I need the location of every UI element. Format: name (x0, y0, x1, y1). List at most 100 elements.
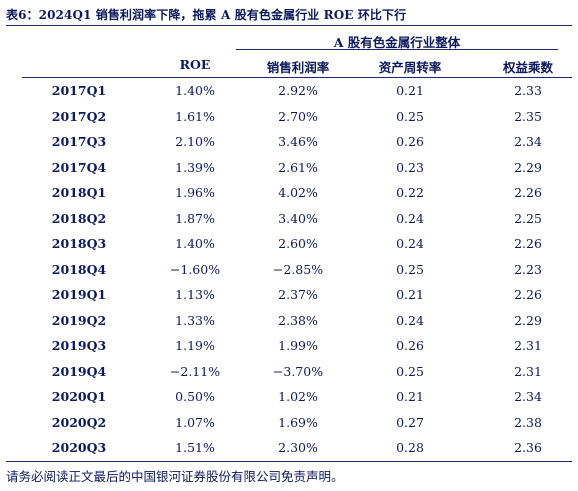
net-margin-cell: 3.46% (278, 134, 318, 149)
group-header-underline (236, 49, 558, 50)
period-cell: 2019Q1 (51, 287, 107, 302)
net-margin-cell: 1.99% (278, 338, 318, 353)
period-cell: 2020Q1 (51, 389, 107, 404)
roe-cell: 1.19% (175, 338, 215, 353)
period-cell: 2017Q1 (51, 83, 107, 98)
equity-multiplier-cell: 2.29 (514, 312, 542, 328)
net-margin-cell: 2.92% (278, 83, 318, 98)
column-header-asset-turnover: 资产周转率 (378, 60, 442, 75)
roe-cell: 1.51% (175, 440, 215, 455)
roe-cell: 1.87% (175, 210, 215, 226)
equity-multiplier-cell: 2.26 (514, 236, 542, 251)
net-margin-cell: 2.38% (278, 312, 318, 328)
equity-multiplier-cell: 2.35 (514, 108, 542, 124)
period-cell: 2019Q4 (51, 363, 107, 379)
table-row: 2018Q1 1.96% 4.02% 0.22 2.26 (22, 181, 572, 207)
equity-multiplier-cell: 2.23 (514, 261, 542, 277)
period-cell: 2020Q2 (51, 414, 107, 430)
net-margin-cell: 2.61% (278, 159, 318, 175)
equity-multiplier-cell: 2.25 (514, 210, 542, 226)
period-cell: 2020Q3 (51, 440, 107, 455)
header-rule (22, 77, 572, 78)
net-margin-cell: 2.30% (278, 440, 318, 455)
period-cell: 2019Q3 (51, 338, 107, 353)
net-margin-cell: 2.60% (278, 236, 318, 251)
table-row: 2020Q3 1.51% 2.30% 0.28 2.36 (22, 436, 572, 462)
asset-turnover-cell: 0.23 (396, 159, 424, 175)
table-row: 2018Q3 1.40% 2.60% 0.24 2.26 (22, 232, 572, 258)
equity-multiplier-cell: 2.36 (514, 440, 542, 455)
period-cell: 2017Q3 (51, 134, 107, 149)
net-margin-cell: 2.37% (278, 287, 318, 302)
equity-multiplier-cell: 2.26 (514, 185, 542, 200)
roe-cell: 1.61% (175, 108, 215, 124)
column-header-net-margin: 销售利润率 (266, 60, 330, 75)
asset-turnover-cell: 0.24 (396, 312, 424, 328)
period-cell: 2019Q2 (51, 312, 107, 328)
asset-turnover-cell: 0.28 (396, 440, 424, 455)
asset-turnover-cell: 0.25 (396, 363, 424, 379)
equity-multiplier-cell: 2.26 (514, 287, 542, 302)
table-body: 2017Q1 1.40% 2.92% 0.21 2.33 2017Q2 1.61% 2.70%… (22, 79, 572, 462)
equity-multiplier-cell: 2.34 (514, 389, 542, 404)
asset-turnover-cell: 0.22 (396, 185, 424, 200)
top-rule (6, 25, 572, 26)
equity-multiplier-cell: 2.34 (514, 134, 542, 149)
period-cell: 2018Q3 (51, 236, 107, 251)
roe-cell: 1.96% (175, 185, 215, 200)
period-cell: 2018Q1 (51, 185, 107, 200)
table-caption: 表6：2024Q1 销售利润率下降，拖累 A 股有色金属行业 ROE 环比下行 (6, 8, 407, 22)
net-margin-cell: 1.02% (278, 389, 318, 404)
equity-multiplier-cell: 2.33 (514, 83, 542, 98)
period-cell: 2017Q2 (51, 108, 107, 124)
net-margin-cell: −3.70% (272, 363, 324, 379)
column-header-roe: ROE (179, 57, 211, 72)
table-row: 2018Q4 −1.60% −2.85% 0.25 2.23 (22, 258, 572, 284)
table-row: 2017Q2 1.61% 2.70% 0.25 2.35 (22, 105, 572, 131)
net-margin-cell: 4.02% (278, 185, 318, 200)
asset-turnover-cell: 0.21 (396, 287, 424, 302)
roe-cell: 1.39% (175, 159, 215, 175)
period-cell: 2018Q2 (51, 210, 107, 226)
group-header: A 股有色金属行业整体 (333, 35, 461, 50)
table-row: 2017Q4 1.39% 2.61% 0.23 2.29 (22, 156, 572, 182)
table-row: 2019Q2 1.33% 2.38% 0.24 2.29 (22, 309, 572, 335)
asset-turnover-cell: 0.24 (396, 210, 424, 226)
table-row: 2017Q3 2.10% 3.46% 0.26 2.34 (22, 130, 572, 156)
disclaimer-footer: 请务必阅读正文最后的中国银河证券股份有限公司免责声明。 (6, 469, 344, 484)
table-row: 2020Q2 1.07% 1.69% 0.27 2.38 (22, 411, 572, 437)
asset-turnover-cell: 0.26 (396, 134, 424, 149)
period-cell: 2018Q4 (51, 261, 107, 277)
asset-turnover-cell: 0.27 (396, 414, 424, 430)
asset-turnover-cell: 0.24 (396, 236, 424, 251)
table-row: 2019Q4 −2.11% −3.70% 0.25 2.31 (22, 360, 572, 386)
table-row: 2018Q2 1.87% 3.40% 0.24 2.25 (22, 207, 572, 233)
roe-cell: −1.60% (169, 261, 221, 277)
net-margin-cell: 1.69% (278, 414, 318, 430)
asset-turnover-cell: 0.25 (396, 261, 424, 277)
asset-turnover-cell: 0.21 (396, 83, 424, 98)
roe-cell: 1.13% (175, 287, 215, 302)
equity-multiplier-cell: 2.29 (514, 159, 542, 175)
net-margin-cell: 3.40% (278, 210, 318, 226)
bottom-rule (6, 461, 572, 462)
period-cell: 2017Q4 (51, 159, 107, 175)
column-header-equity-multiplier: 权益乘数 (502, 60, 553, 75)
asset-turnover-cell: 0.21 (396, 389, 424, 404)
table-row: 2019Q3 1.19% 1.99% 0.26 2.31 (22, 334, 572, 360)
equity-multiplier-cell: 2.31 (514, 338, 542, 353)
roe-cell: 0.50% (175, 389, 215, 404)
asset-turnover-cell: 0.26 (396, 338, 424, 353)
net-margin-cell: 2.70% (278, 108, 318, 124)
equity-multiplier-cell: 2.31 (514, 363, 542, 379)
table-row: 2017Q1 1.40% 2.92% 0.21 2.33 (22, 79, 572, 105)
roe-cell: −2.11% (169, 363, 221, 379)
asset-turnover-cell: 0.25 (396, 108, 424, 124)
roe-cell: 1.40% (175, 83, 215, 98)
roe-cell: 2.10% (175, 134, 215, 149)
table-row: 2019Q1 1.13% 2.37% 0.21 2.26 (22, 283, 572, 309)
table-row: 2020Q1 0.50% 1.02% 0.21 2.34 (22, 385, 572, 411)
roe-cell: 1.07% (175, 414, 215, 430)
roe-cell: 1.40% (175, 236, 215, 251)
roe-cell: 1.33% (175, 312, 215, 328)
